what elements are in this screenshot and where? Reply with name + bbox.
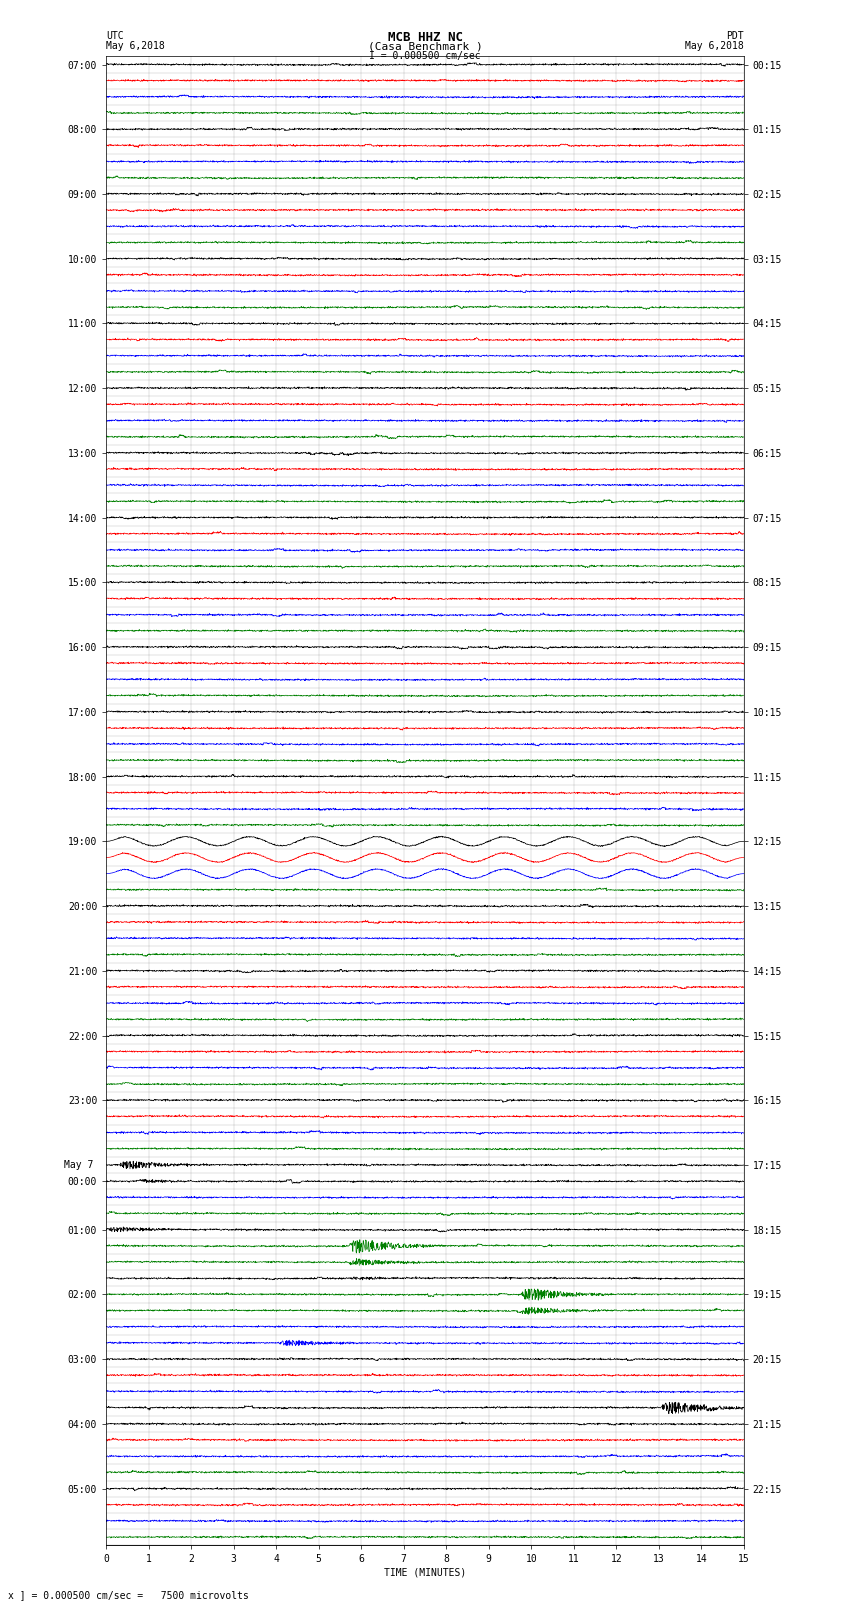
Text: May 7: May 7 — [64, 1160, 94, 1169]
Text: May 6,2018: May 6,2018 — [106, 40, 165, 52]
Text: May 6,2018: May 6,2018 — [685, 40, 744, 52]
Text: (Casa Benchmark ): (Casa Benchmark ) — [367, 40, 483, 52]
Text: PDT: PDT — [726, 31, 744, 42]
Text: MCB HHZ NC: MCB HHZ NC — [388, 31, 462, 45]
Text: I = 0.000500 cm/sec: I = 0.000500 cm/sec — [369, 50, 481, 61]
Text: x ] = 0.000500 cm/sec =   7500 microvolts: x ] = 0.000500 cm/sec = 7500 microvolts — [8, 1590, 249, 1600]
X-axis label: TIME (MINUTES): TIME (MINUTES) — [384, 1568, 466, 1578]
Text: UTC: UTC — [106, 31, 124, 42]
